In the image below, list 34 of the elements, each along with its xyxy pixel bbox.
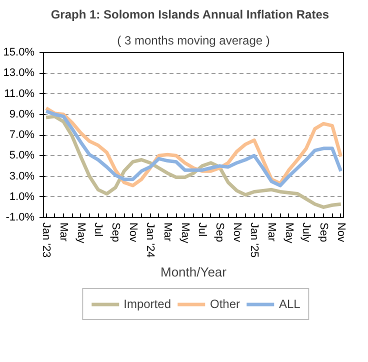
x-tick-label: May [282,222,295,244]
y-tick-label: 1.0% [9,190,35,203]
x-tick-label: May [74,222,87,244]
y-tick-label: -1.0% [6,212,35,224]
x-tick-label: Nov [334,222,347,243]
y-tick-label: 11.0% [4,88,35,100]
x-tick-label: Jan '24 [144,222,156,258]
x-axis-title: Month/Year [160,264,228,280]
x-tick-label: July [300,222,312,243]
chart-title: Graph 1: Solomon Islands Annual Inflation Rates [50,8,330,22]
x-tick-label: Mar [57,222,70,242]
x-tick-label: Jan '25 [248,222,260,258]
x-tick-label: Nov [126,222,139,243]
legend-label: ALL [279,297,300,311]
line-series [44,114,343,209]
x-tick-label: Jul [92,222,104,237]
x-tick-label: Mar [266,222,278,242]
x-tick-label: Jul [196,222,208,237]
x-tick-label: Sep [109,222,122,242]
legend-label: Other [210,297,240,311]
x-tick-label: Sep [318,222,330,242]
x-tick-label: Nov [230,222,243,243]
y-tick-label: 5.0% [9,150,35,162]
x-tick-label: Jan '23 [40,222,52,258]
y-tick-label: 3.0% [9,170,35,182]
x-tick-label: May [178,222,191,244]
legend-label: Imported [124,297,171,311]
y-tick-label: 7.0% [9,129,35,141]
chart-subtitle: ( 3 months moving average ) [117,34,270,48]
y-tick-label: 13.0% [3,67,35,80]
x-tick-label: Sep [214,222,226,242]
y-tick-label: 15.0% [3,46,35,58]
x-tick-label: Mar [161,222,174,242]
y-tick-label: 9.0% [9,108,35,120]
